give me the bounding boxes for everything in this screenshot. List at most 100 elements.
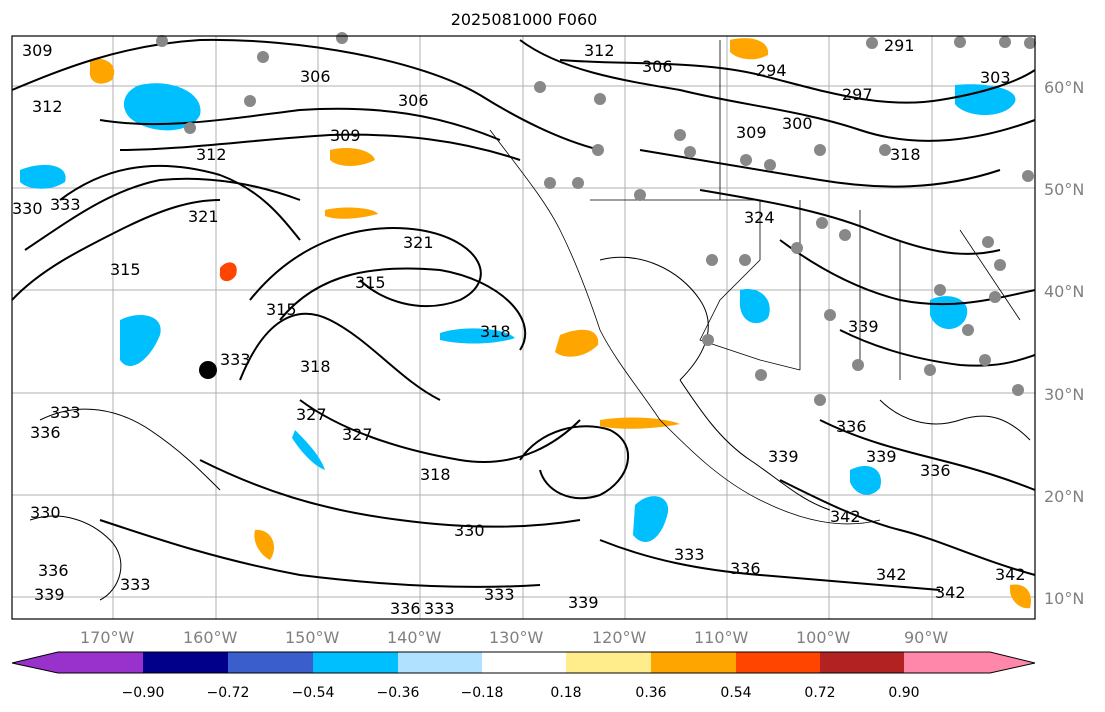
colorbar-tick-label: −0.72 (207, 685, 250, 701)
lon-label: 160°W (183, 628, 238, 647)
contour-label: 333 (220, 350, 251, 369)
lon-label: 90°W (904, 628, 948, 647)
lon-label: 120°W (592, 628, 647, 647)
colorbar-tick-label: 0.54 (720, 685, 751, 701)
contour-label: 318 (480, 322, 511, 341)
contour-label: 291 (884, 36, 915, 55)
contour-label: 339 (848, 317, 879, 336)
contour-label: 312 (584, 41, 615, 60)
lon-label: 100°W (796, 628, 851, 647)
colorbar-tick-label: 0.90 (888, 685, 919, 701)
contour-label: 312 (196, 145, 227, 164)
contour-label: 321 (403, 233, 434, 252)
lon-label: 150°W (285, 628, 340, 647)
contour-label: 336 (390, 599, 421, 618)
contour-label: 342 (935, 583, 966, 602)
contour-label: 321 (188, 207, 219, 226)
contour-label: 315 (355, 273, 386, 292)
lon-label: 130°W (489, 628, 544, 647)
contour-label: 312 (32, 97, 63, 116)
contour-label: 330 (12, 199, 43, 218)
contour-label: 339 (866, 447, 897, 466)
contour-label: 336 (836, 417, 867, 436)
lon-label: 140°W (387, 628, 442, 647)
colorbar-segment (904, 652, 1035, 673)
contour-label: 339 (34, 585, 65, 604)
lon-label: 110°W (694, 628, 749, 647)
contour-label: 333 (424, 599, 455, 618)
colorbar-segment (820, 652, 904, 673)
colorbar-tick-label: 0.36 (635, 685, 666, 701)
contour-label: 318 (890, 145, 921, 164)
contour-label: 306 (398, 91, 429, 110)
contour-label: 336 (920, 461, 951, 480)
contour-label: 333 (120, 575, 151, 594)
colorbar-tick-label: −0.18 (461, 685, 504, 701)
colorbar-segment (651, 652, 736, 673)
height-contours (11, 38, 1036, 601)
contour-label: 330 (30, 503, 61, 522)
contour-label: 342 (830, 507, 861, 526)
contour-label: 318 (420, 465, 451, 484)
contour-label: 339 (568, 593, 599, 612)
contour-label: 309 (330, 126, 361, 145)
low-center-marker (199, 361, 217, 379)
colorbar-segment (566, 652, 651, 673)
colorbar-segment (398, 652, 482, 673)
contour-label: 342 (995, 565, 1026, 584)
colorbar-segment (143, 652, 228, 673)
contour-label: 333 (484, 585, 515, 604)
map-title: 2025081000 F060 (450, 10, 598, 29)
graticule (12, 36, 1035, 619)
lat-label: 10°N (1044, 589, 1084, 608)
colorbar-segment (228, 652, 313, 673)
station-markers (156, 32, 1036, 406)
contour-label: 336 (30, 423, 61, 442)
colorbar-segment (736, 652, 820, 673)
contour-label: 309 (736, 123, 767, 142)
colorbar: −0.90 −0.72 −0.54 −0.36 −0.18 0.18 0.36 … (11, 651, 1036, 701)
contour-label: 342 (876, 565, 907, 584)
lat-label: 30°N (1044, 385, 1084, 404)
colorbar-tick-label: 0.18 (550, 685, 581, 701)
contour-label: 333 (674, 545, 705, 564)
contour-label: 333 (50, 195, 81, 214)
contour-label: 303 (980, 68, 1011, 87)
contour-label: 294 (756, 61, 787, 80)
contour-label: 327 (342, 425, 373, 444)
contour-label: 333 (50, 403, 81, 422)
lat-label: 20°N (1044, 487, 1084, 506)
colorbar-segment (482, 652, 566, 673)
contour-label: 297 (842, 85, 873, 104)
colorbar-tick-label: −0.36 (377, 685, 420, 701)
contour-label: 309 (22, 41, 53, 60)
colorbar-tick-label: −0.90 (122, 685, 165, 701)
lat-label: 40°N (1044, 282, 1084, 301)
contour-label: 324 (744, 208, 775, 227)
contour-label: 330 (454, 521, 485, 540)
contour-label: 336 (730, 559, 761, 578)
contour-label: 315 (110, 260, 141, 279)
omega-shading (20, 38, 1031, 609)
map-frame (11, 35, 1036, 620)
contour-label: 300 (782, 114, 813, 133)
contour-label: 306 (642, 57, 673, 76)
colorbar-outline (11, 651, 1036, 674)
longitude-labels: 170°W 160°W 150°W 140°W 130°W 120°W 110°… (80, 628, 948, 647)
political-borders (489, 40, 1021, 525)
contour-label: 327 (296, 405, 327, 424)
colorbar-segment (12, 652, 143, 673)
contour-label: 339 (768, 447, 799, 466)
colorbar-tick-label: −0.54 (292, 685, 335, 701)
contour-label: 306 (300, 67, 331, 86)
latitude-labels: 60°N 50°N 40°N 30°N 20°N 10°N (1044, 78, 1084, 608)
contour-label: 336 (38, 561, 69, 580)
contour-labels: 309 312 306 309 312 306 312 306 303 300 … (12, 36, 1026, 618)
colorbar-tick-label: 0.72 (804, 685, 835, 701)
lat-label: 50°N (1044, 180, 1084, 199)
contour-label: 318 (300, 357, 331, 376)
contour-label: 315 (266, 300, 297, 319)
lat-label: 60°N (1044, 78, 1084, 97)
colorbar-segment (313, 652, 398, 673)
